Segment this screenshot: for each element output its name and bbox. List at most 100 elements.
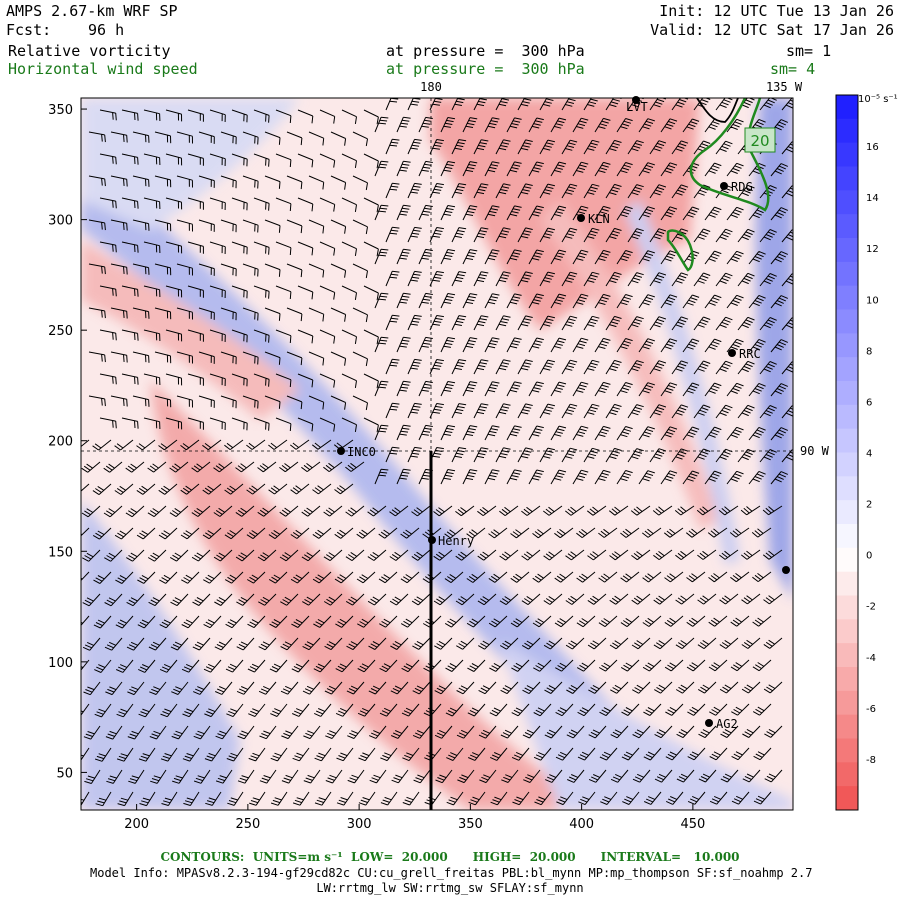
wind-barb: [675, 549, 695, 560]
wind-barb: [748, 162, 766, 177]
wind-barb: [367, 505, 387, 517]
wind-barb: [346, 637, 365, 651]
wind-barb: [258, 593, 277, 606]
wind-barb: [484, 469, 500, 485]
wind-barb: [104, 593, 123, 607]
wind-barb: [92, 527, 112, 540]
wind-barb: [632, 725, 651, 739]
wind-barb: [616, 338, 633, 353]
wind-barb: [99, 153, 117, 165]
colorbar-segment: [836, 667, 858, 692]
wind-barb: [99, 197, 117, 209]
wind-barb: [609, 637, 629, 650]
wind-barb: [264, 263, 281, 277]
wind-barb: [187, 417, 204, 430]
wind-barb: [534, 791, 552, 806]
wind-barb: [165, 153, 183, 166]
station-dot-rdg[interactable]: [720, 182, 728, 190]
wind-barb: [242, 263, 259, 277]
wind-barb: [462, 381, 478, 397]
station-dot-rrc[interactable]: [728, 349, 736, 357]
wind-barb: [110, 175, 128, 187]
wind-barb: [215, 681, 233, 695]
wind-barb: [616, 470, 633, 485]
wind-barb: [105, 725, 123, 740]
wind-barb: [682, 294, 700, 309]
wind-barb: [588, 681, 607, 694]
wind-barb: [242, 131, 259, 145]
wind-barb: [726, 118, 744, 133]
wind-barb: [132, 263, 150, 275]
wind-barb: [622, 791, 640, 805]
wind-barb: [193, 725, 211, 740]
wind-barb: [715, 360, 733, 375]
wind-barb: [424, 791, 442, 806]
wind-barb: [542, 505, 563, 516]
wind-barb: [209, 109, 226, 123]
wind-barb: [660, 470, 678, 485]
wind-barb: [495, 315, 511, 331]
wind-barb: [429, 139, 444, 155]
wind-barb: [594, 337, 611, 353]
wind-barb: [588, 725, 607, 739]
station-label-henry: Henry: [438, 534, 474, 548]
colorbar-segment: [836, 547, 858, 573]
wind-barb: [781, 317, 793, 331]
station-dot-unnamed[interactable]: [782, 566, 790, 574]
station-dot-kln[interactable]: [577, 214, 585, 222]
y-tick-label: 200: [48, 435, 73, 450]
wind-barb: [209, 197, 226, 211]
wind-barb: [539, 315, 556, 331]
wind-barb: [704, 250, 722, 265]
wind-barb: [418, 116, 433, 133]
wind-barb: [704, 294, 722, 309]
wind-barb: [510, 571, 530, 583]
wind-barb: [737, 360, 755, 375]
station-dot-ag2[interactable]: [705, 719, 713, 727]
wind-barb: [484, 117, 500, 133]
wind-barb: [572, 381, 589, 397]
station-dot-henry[interactable]: [428, 536, 436, 544]
wind-barb: [191, 461, 211, 473]
wind-barb: [660, 118, 678, 133]
wind-barb: [396, 248, 411, 265]
wind-barb: [121, 373, 139, 385]
wind-barb: [158, 527, 178, 540]
wind-barb: [352, 175, 368, 191]
wind-barb: [759, 317, 777, 331]
colorbar-label: -2: [866, 602, 876, 613]
wind-barb: [654, 725, 673, 739]
wind-barb: [182, 747, 200, 762]
wind-barb: [391, 725, 409, 739]
wind-barb: [81, 615, 90, 626]
wind-barb: [528, 117, 544, 133]
wind-barb: [374, 160, 389, 177]
wind-barb: [490, 791, 508, 806]
wind-barb: [451, 98, 465, 111]
colorbar-segment: [836, 738, 858, 763]
colorbar-segment: [836, 786, 858, 811]
wind-barb: [759, 185, 777, 199]
contour-label: 20: [750, 132, 769, 150]
wind-barb: [539, 359, 556, 375]
wind-barb: [154, 395, 172, 408]
wind-barb: [330, 131, 347, 146]
wind-barb: [506, 117, 522, 133]
wind-barb: [121, 329, 139, 341]
wind-barb: [621, 703, 640, 716]
wind-barb: [451, 359, 467, 375]
wind-barb: [253, 241, 270, 255]
meridian-135w-label: 135 W: [766, 80, 803, 94]
wind-barb: [462, 117, 478, 133]
wind-barb: [550, 381, 567, 397]
station-dot-inc0[interactable]: [337, 447, 345, 455]
wind-barb: [532, 527, 552, 539]
wind-barb: [605, 98, 622, 111]
wind-barb: [88, 307, 106, 319]
wind-barb: [682, 470, 700, 485]
wind-barb: [220, 307, 237, 321]
wind-barb: [81, 703, 90, 716]
wind-barb: [555, 747, 574, 761]
wind-barb: [484, 249, 500, 265]
model-info-2: LW:rrtmg_lw SW:rrtmg_sw SFLAY:sf_mynn: [316, 881, 584, 895]
